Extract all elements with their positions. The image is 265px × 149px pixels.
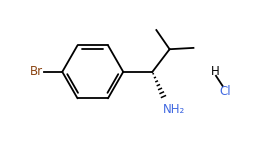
Text: Br: Br <box>30 65 43 78</box>
Text: Cl: Cl <box>219 85 231 98</box>
Text: NH₂: NH₂ <box>163 103 185 116</box>
Text: H: H <box>211 65 220 77</box>
